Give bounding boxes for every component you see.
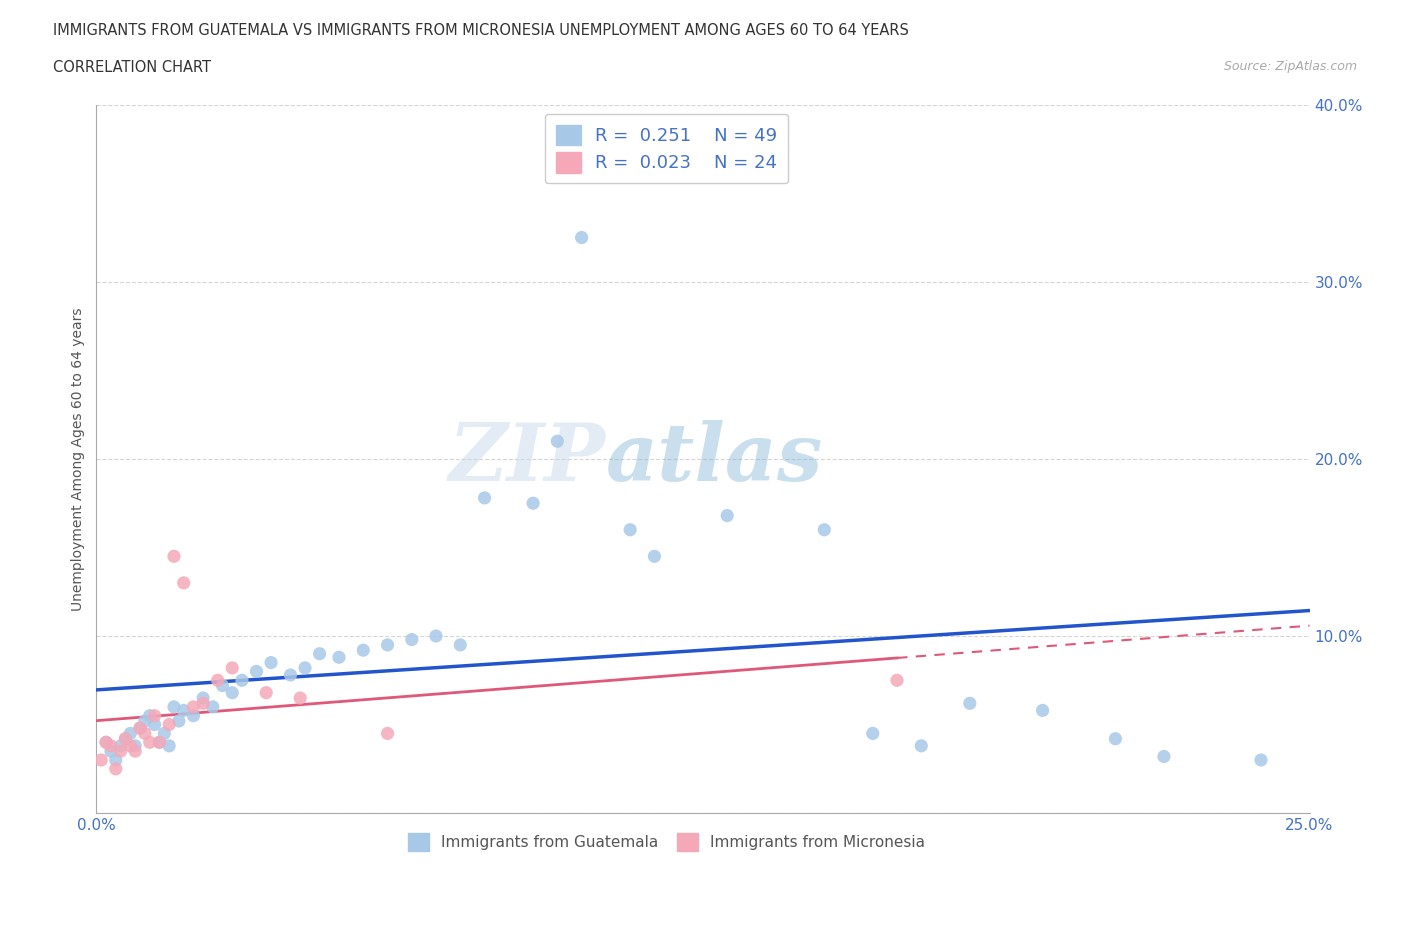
Point — [120, 738, 142, 753]
Point — [207, 673, 229, 688]
Point — [959, 696, 981, 711]
Point — [163, 699, 186, 714]
Point — [619, 523, 641, 538]
Point — [716, 508, 738, 523]
Point — [163, 549, 186, 564]
Point — [134, 713, 156, 728]
Point — [571, 230, 593, 245]
Point — [643, 549, 665, 564]
Point — [148, 735, 170, 750]
Point — [910, 738, 932, 753]
Point — [183, 699, 205, 714]
Point — [425, 629, 447, 644]
Point — [138, 709, 160, 724]
Point — [124, 738, 146, 753]
Point — [886, 673, 908, 688]
Point — [104, 762, 127, 777]
Point — [183, 709, 205, 724]
Point — [377, 637, 399, 652]
Point — [862, 726, 884, 741]
Point — [157, 717, 180, 732]
Point — [294, 660, 316, 675]
Point — [148, 735, 170, 750]
Y-axis label: Unemployment Among Ages 60 to 64 years: Unemployment Among Ages 60 to 64 years — [72, 307, 86, 611]
Point — [813, 523, 835, 538]
Point — [260, 655, 283, 670]
Point — [245, 664, 267, 679]
Point — [143, 709, 166, 724]
Point — [134, 726, 156, 741]
Point — [124, 744, 146, 759]
Point — [143, 717, 166, 732]
Point — [1032, 703, 1054, 718]
Point — [120, 726, 142, 741]
Point — [129, 721, 152, 736]
Point — [94, 735, 117, 750]
Point — [1153, 749, 1175, 764]
Point — [114, 731, 136, 746]
Point — [191, 696, 214, 711]
Point — [129, 721, 152, 736]
Text: ZIP: ZIP — [449, 420, 606, 498]
Point — [522, 496, 544, 511]
Point — [110, 738, 132, 753]
Point — [114, 731, 136, 746]
Point — [104, 752, 127, 767]
Point — [157, 738, 180, 753]
Text: Source: ZipAtlas.com: Source: ZipAtlas.com — [1223, 60, 1357, 73]
Point — [308, 646, 330, 661]
Point — [1250, 752, 1272, 767]
Point — [100, 738, 122, 753]
Point — [474, 490, 496, 505]
Text: atlas: atlas — [606, 420, 824, 498]
Point — [231, 673, 253, 688]
Point — [173, 576, 195, 591]
Point — [173, 703, 195, 718]
Point — [100, 744, 122, 759]
Point — [288, 691, 311, 706]
Point — [254, 685, 277, 700]
Point — [191, 691, 214, 706]
Point — [167, 713, 190, 728]
Point — [153, 726, 176, 741]
Point — [211, 678, 233, 693]
Point — [90, 752, 112, 767]
Point — [377, 726, 399, 741]
Point — [138, 735, 160, 750]
Point — [110, 744, 132, 759]
Point — [221, 660, 243, 675]
Point — [328, 650, 350, 665]
Point — [352, 643, 374, 658]
Point — [280, 668, 302, 683]
Point — [449, 637, 471, 652]
Text: IMMIGRANTS FROM GUATEMALA VS IMMIGRANTS FROM MICRONESIA UNEMPLOYMENT AMONG AGES : IMMIGRANTS FROM GUATEMALA VS IMMIGRANTS … — [53, 23, 910, 38]
Point — [94, 735, 117, 750]
Point — [221, 685, 243, 700]
Point — [201, 699, 224, 714]
Point — [546, 433, 568, 448]
Point — [1104, 731, 1126, 746]
Point — [401, 632, 423, 647]
Legend: Immigrants from Guatemala, Immigrants from Micronesia: Immigrants from Guatemala, Immigrants fr… — [399, 826, 934, 858]
Text: CORRELATION CHART: CORRELATION CHART — [53, 60, 211, 75]
